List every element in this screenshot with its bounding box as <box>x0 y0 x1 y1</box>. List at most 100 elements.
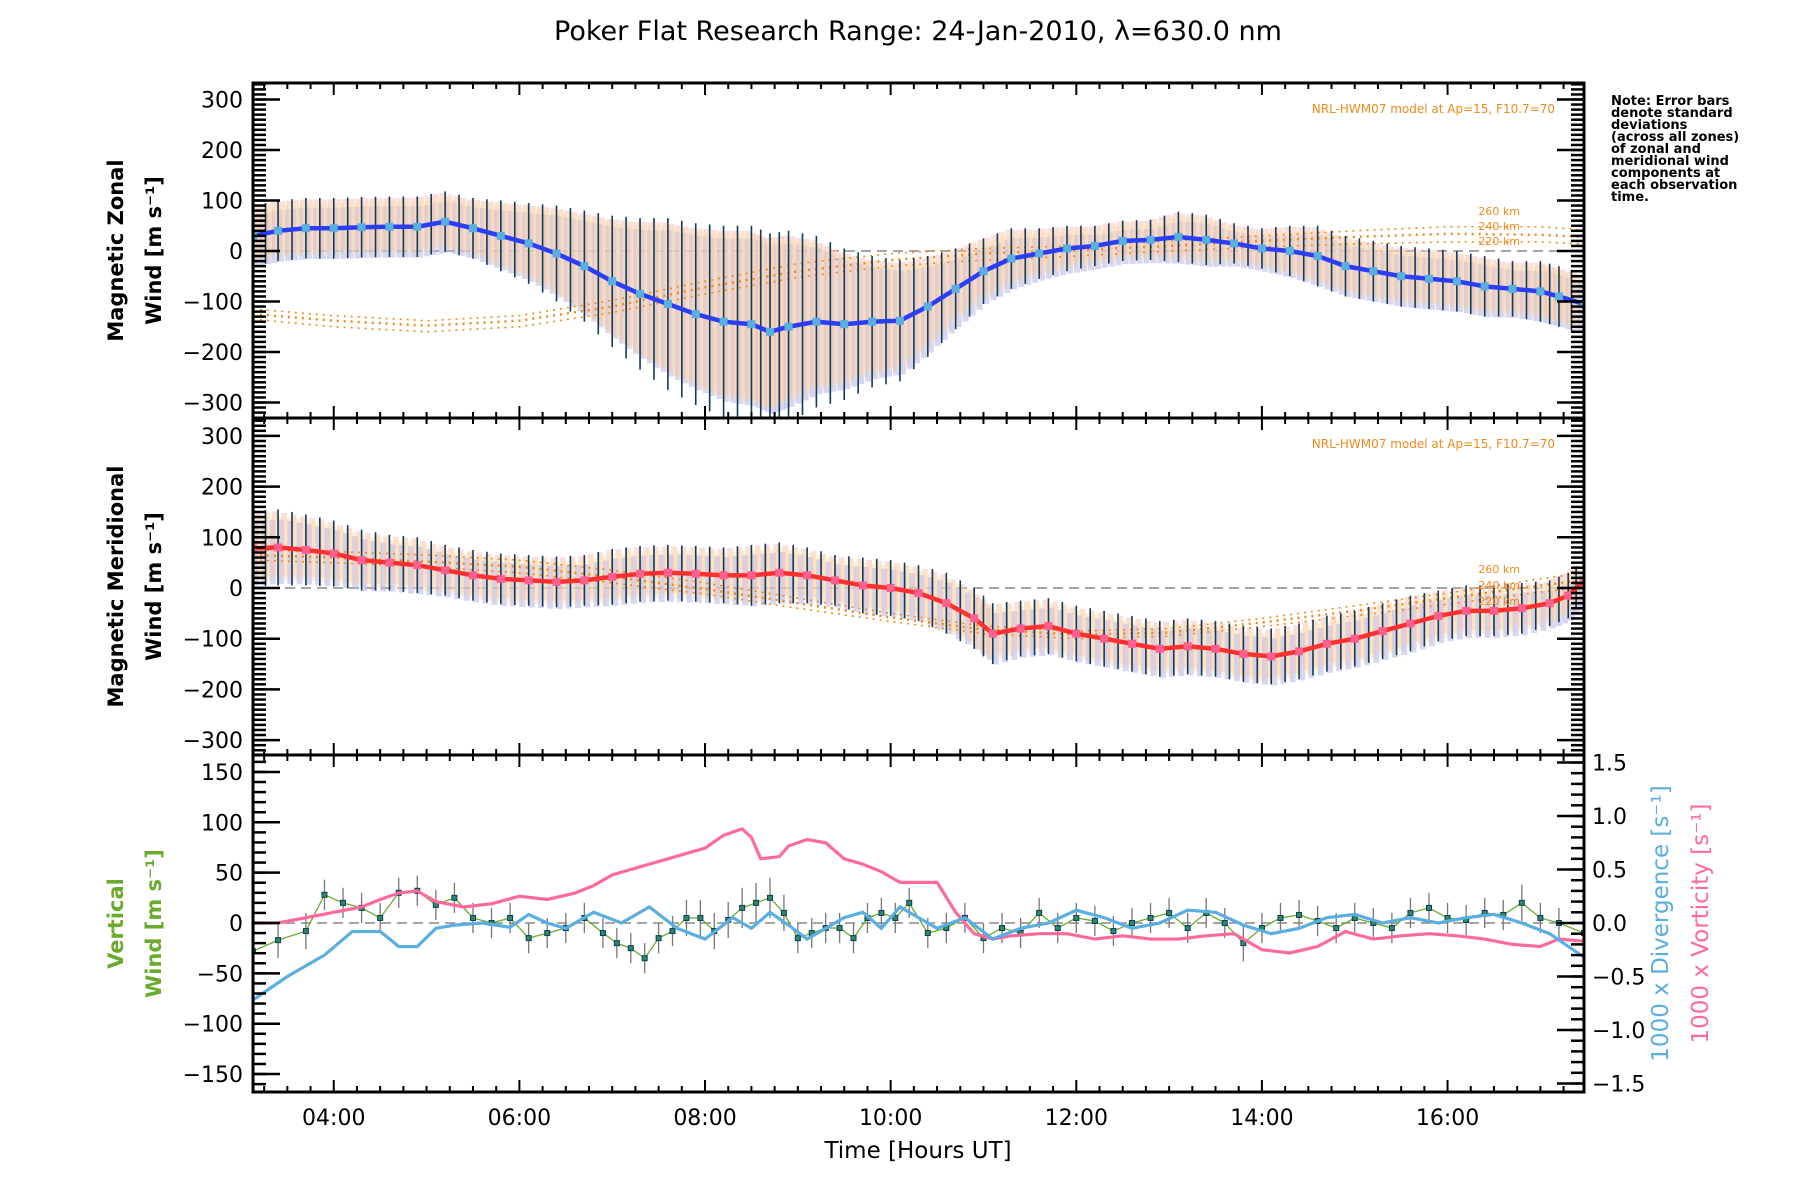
data-point <box>850 935 857 942</box>
y-tick-label: −150 <box>183 1063 243 1088</box>
data-point <box>669 928 676 935</box>
zone-bar <box>1085 616 1092 665</box>
chart-title: Poker Flat Research Range: 24-Jan-2010, … <box>554 16 1282 47</box>
data-point <box>599 930 606 937</box>
data-point <box>274 543 283 552</box>
zone-bar <box>1048 607 1055 656</box>
data-point <box>1333 925 1340 932</box>
y2-tick-label: −1.0 <box>1592 1019 1645 1044</box>
zone-bar <box>482 560 489 604</box>
zone-bar <box>649 555 656 603</box>
data-point <box>1277 914 1284 921</box>
y-tick-label: 300 <box>201 89 243 114</box>
zone-bar <box>1039 608 1046 656</box>
zone-bar <box>816 559 823 606</box>
data-point <box>970 614 979 623</box>
data-point <box>836 925 843 932</box>
data-point <box>1462 606 1471 615</box>
data-point <box>794 935 801 942</box>
model-altitude-label: 220 km <box>1478 595 1520 608</box>
zone-bar <box>1512 593 1519 637</box>
plot-area <box>253 509 1584 686</box>
x-tick-label: 16:00 <box>1416 1106 1479 1131</box>
data-point <box>321 891 328 898</box>
data-point <box>525 935 532 942</box>
zone-bar <box>1419 603 1426 650</box>
zone-bar <box>1002 611 1009 663</box>
data-point <box>1425 904 1432 911</box>
model-altitude-label: 260 km <box>1478 563 1520 576</box>
zone-bar <box>1122 623 1129 672</box>
zone-bar <box>296 522 303 585</box>
zone-bar <box>742 555 749 606</box>
y-tick-label: 100 <box>201 190 243 215</box>
zone-bar <box>1113 622 1120 670</box>
data-point <box>803 571 812 580</box>
data-point <box>451 894 458 901</box>
zone-bar <box>537 564 544 609</box>
data-point <box>1072 629 1081 638</box>
y-tick-label: −100 <box>183 1013 243 1038</box>
data-point <box>697 914 704 921</box>
y2-axis: 1.5 1.0 0.5 0.0 −0.5 −1.0 −1.5 <box>1557 752 1645 1098</box>
y-tick-label: −300 <box>183 729 243 754</box>
note-line: each observation <box>1611 178 1737 193</box>
zone-bar <box>1336 623 1343 672</box>
data-point <box>1090 241 1099 250</box>
data-point <box>1091 917 1098 924</box>
zone-bar <box>463 557 470 601</box>
vorticity-axis-label: 1000 x Vorticity [s⁻¹] <box>1688 804 1714 1044</box>
zone-bar <box>1521 592 1528 636</box>
data-point <box>1424 274 1433 283</box>
y-tick-label: −300 <box>183 392 243 417</box>
data-point <box>1016 624 1025 633</box>
y2-tick-label: 0.5 <box>1592 859 1627 884</box>
zone-bar <box>1326 625 1333 673</box>
zone-bar <box>287 521 294 585</box>
data-point <box>739 904 746 911</box>
data-point <box>329 549 338 558</box>
zone-bar <box>1447 598 1454 642</box>
zone-bar <box>528 564 535 608</box>
zone-bar <box>927 577 934 627</box>
zone-bar <box>1428 601 1435 647</box>
zone-bar <box>1540 590 1547 631</box>
y2-tick-label: 1.0 <box>1592 805 1627 830</box>
zone-bar <box>389 544 396 592</box>
x-tick-label: 06:00 <box>488 1106 551 1131</box>
data-point <box>1127 639 1136 648</box>
zone-bar <box>705 555 712 604</box>
data-point <box>1221 920 1228 926</box>
zone-bar <box>500 562 507 606</box>
zone-bar <box>398 545 405 593</box>
zone-bar <box>1178 628 1185 677</box>
zone-bar <box>1150 628 1157 677</box>
data-point <box>507 914 514 921</box>
y-tick-label: 0 <box>229 912 243 937</box>
data-point <box>1407 909 1414 916</box>
data-point <box>753 899 760 906</box>
model-altitude-label: 240 km <box>1478 220 1520 233</box>
data-point <box>1536 287 1545 296</box>
zone-bar <box>779 552 786 604</box>
data-point <box>544 930 551 937</box>
data-point <box>441 566 450 575</box>
zone-bar <box>899 571 906 619</box>
zone-bar <box>1299 632 1306 681</box>
divergence-axis-label: 1000 x Divergence [s⁻¹] <box>1648 785 1674 1061</box>
zone-bar <box>1373 615 1380 663</box>
zonal-wind-line <box>253 219 1584 335</box>
zone-bar <box>1345 622 1352 670</box>
data-point <box>1035 249 1044 258</box>
zone-bar <box>890 569 897 618</box>
data-point <box>775 568 784 577</box>
note-line: (across all zones) <box>1611 130 1739 145</box>
data-point <box>1100 634 1109 643</box>
data-point <box>1285 247 1294 255</box>
zone-bar <box>909 573 916 621</box>
x-axis: 04:00 06:00 08:00 10:00 12:00 14:00 16:00 <box>263 755 1565 1131</box>
data-point <box>329 224 338 233</box>
data-point <box>719 317 728 326</box>
zone-bar <box>361 539 368 592</box>
zone-bar <box>380 542 387 592</box>
